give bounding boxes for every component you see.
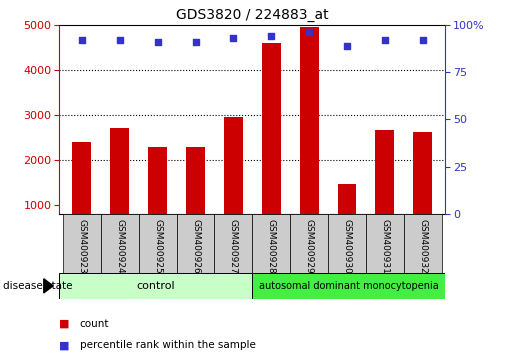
Point [343, 43, 351, 48]
Point [381, 37, 389, 43]
Text: GSM400932: GSM400932 [418, 219, 427, 274]
Point [229, 35, 237, 41]
Bar [262, 43, 281, 250]
Bar [414, 132, 432, 250]
Bar [73, 142, 92, 250]
Text: ■: ■ [59, 340, 70, 350]
Bar [59, 273, 252, 299]
Bar [224, 117, 243, 250]
Text: control: control [136, 281, 175, 291]
Text: GSM400929: GSM400929 [305, 219, 314, 274]
FancyArrow shape [44, 279, 53, 293]
Text: ■: ■ [59, 319, 70, 329]
Bar [252, 273, 445, 299]
Title: GDS3820 / 224883_at: GDS3820 / 224883_at [176, 8, 329, 22]
Point [192, 39, 200, 45]
Point [305, 29, 313, 35]
Text: count: count [80, 319, 109, 329]
Text: GSM400926: GSM400926 [191, 219, 200, 274]
Point [419, 37, 427, 43]
Point [153, 39, 162, 45]
Bar [110, 129, 129, 250]
Point [116, 37, 124, 43]
Text: GSM400923: GSM400923 [77, 219, 87, 274]
Bar [328, 214, 366, 273]
Bar [63, 214, 101, 273]
Bar [139, 214, 177, 273]
Text: GSM400927: GSM400927 [229, 219, 238, 274]
Bar [186, 147, 205, 250]
Bar [148, 147, 167, 250]
Bar [366, 214, 404, 273]
Text: GSM400931: GSM400931 [381, 219, 389, 274]
Bar [252, 214, 290, 273]
Text: GSM400930: GSM400930 [342, 219, 352, 274]
Point [267, 33, 276, 39]
Bar [290, 214, 328, 273]
Bar [404, 214, 442, 273]
Text: disease state: disease state [3, 281, 72, 291]
Text: GSM400924: GSM400924 [115, 219, 124, 274]
Text: GSM400925: GSM400925 [153, 219, 162, 274]
Point [78, 37, 86, 43]
Bar [375, 130, 394, 250]
Bar [214, 214, 252, 273]
Text: GSM400928: GSM400928 [267, 219, 276, 274]
Bar [101, 214, 139, 273]
Bar [337, 183, 356, 250]
Text: autosomal dominant monocytopenia: autosomal dominant monocytopenia [259, 281, 439, 291]
Bar [300, 27, 319, 250]
Text: percentile rank within the sample: percentile rank within the sample [80, 340, 256, 350]
Bar [177, 214, 214, 273]
